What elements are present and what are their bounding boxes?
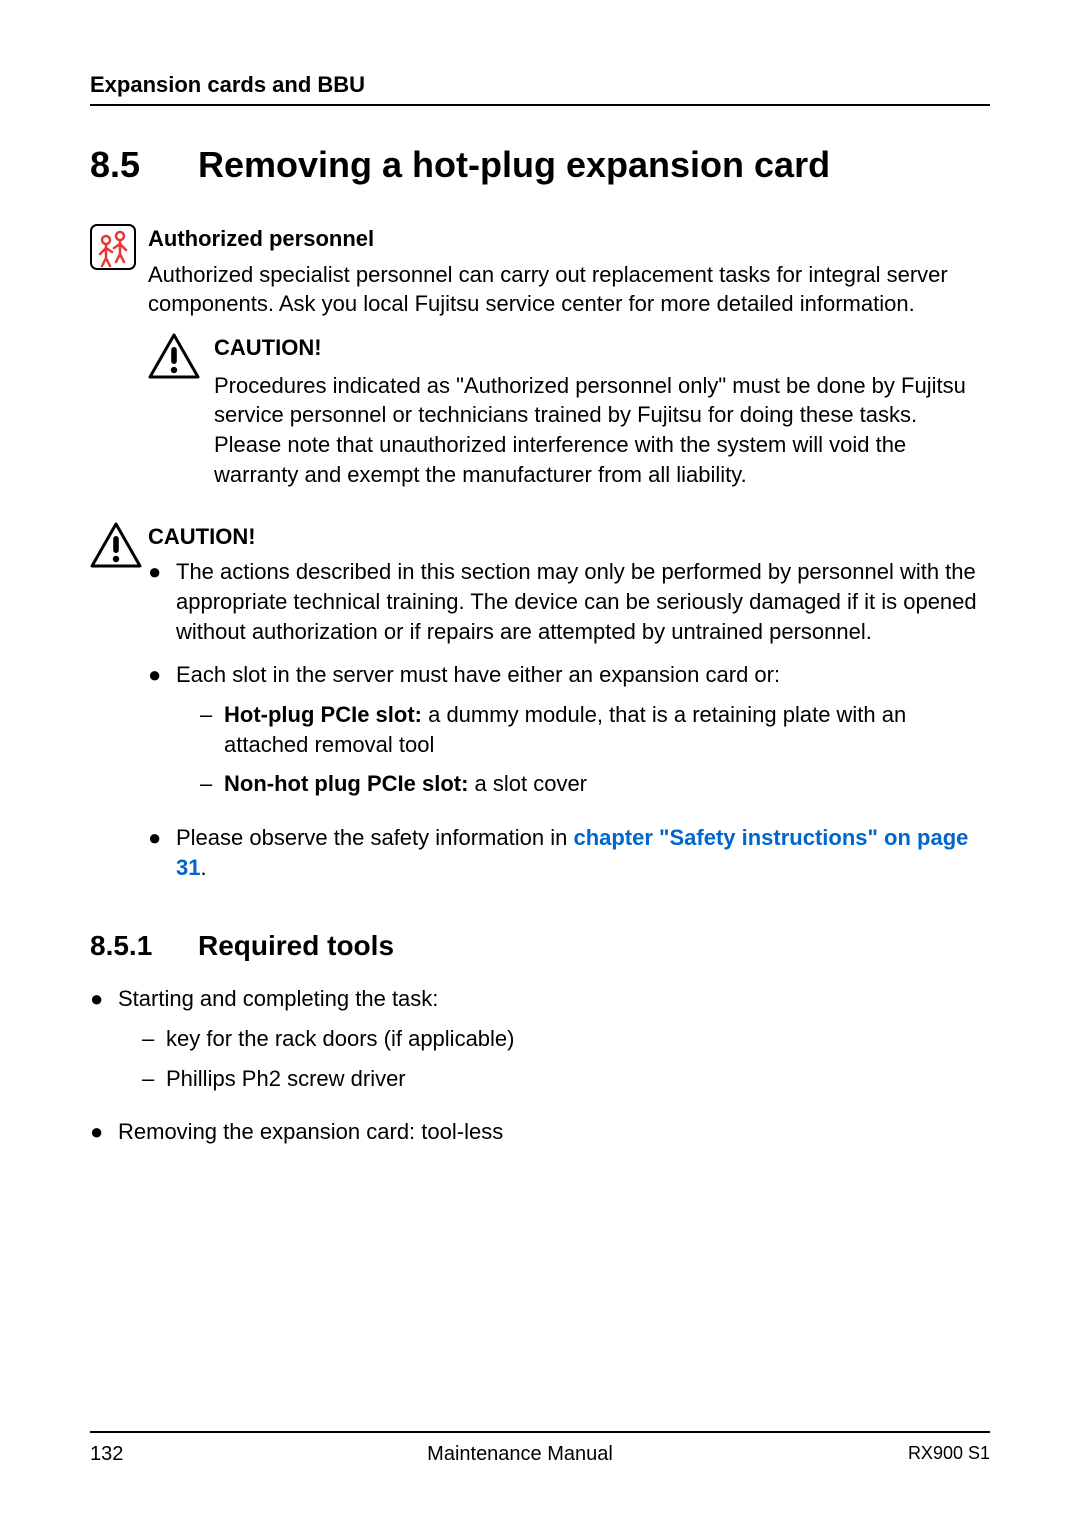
dash-text: Non-hot plug PCIe slot: a slot cover bbox=[224, 769, 990, 799]
page-container: Expansion cards and BBU 8.5 Removing a h… bbox=[0, 0, 1080, 1526]
tools-list: ● Starting and completing the task: – ke… bbox=[90, 984, 990, 1147]
caution-body-2: CAUTION! ● The actions described in this… bbox=[148, 522, 990, 897]
authorized-heading: Authorized personnel bbox=[148, 224, 990, 254]
dash-2-bold: Non-hot plug PCIe slot: bbox=[224, 771, 468, 796]
footer-right: RX900 S1 bbox=[830, 1443, 990, 1466]
bullet-3-pre: Please observe the safety information in bbox=[176, 825, 573, 850]
caution-label-2: CAUTION! bbox=[148, 522, 990, 552]
dash-icon: – bbox=[142, 1064, 166, 1094]
page-number: 132 bbox=[90, 1443, 210, 1466]
authorized-body: Authorized personnel Authorized speciali… bbox=[148, 224, 990, 504]
footer: 132 Maintenance Manual RX900 S1 bbox=[90, 1431, 990, 1466]
top-rule bbox=[90, 104, 990, 106]
dash-item: – Phillips Ph2 screw driver bbox=[142, 1064, 990, 1094]
caution-block-2: CAUTION! ● The actions described in this… bbox=[90, 522, 990, 897]
nested-caution-body: CAUTION! Procedures indicated as "Author… bbox=[214, 333, 990, 503]
dash-item: – Hot-plug PCIe slot: a dummy module, th… bbox=[200, 700, 990, 759]
personnel-icon bbox=[90, 224, 148, 504]
authorized-text: Authorized specialist personnel can carr… bbox=[148, 260, 990, 319]
footer-center: Maintenance Manual bbox=[210, 1443, 830, 1466]
dash-text: key for the rack doors (if applicable) bbox=[166, 1024, 990, 1054]
bullet-dot-icon: ● bbox=[148, 660, 176, 809]
dash-text: Phillips Ph2 screw driver bbox=[166, 1064, 990, 1094]
subsection-title-text: Required tools bbox=[198, 930, 394, 962]
dash-icon: – bbox=[142, 1024, 166, 1054]
bullet-2-text: Each slot in the server must have either… bbox=[176, 662, 780, 687]
subsection-title: 8.5.1 Required tools bbox=[90, 930, 990, 962]
dash-icon: – bbox=[200, 700, 224, 759]
bullet-text: The actions described in this section ma… bbox=[176, 557, 990, 646]
bullet-dot-icon: ● bbox=[148, 823, 176, 882]
bullet-text: Please observe the safety information in… bbox=[176, 823, 990, 882]
bullet-dot-icon: ● bbox=[90, 1117, 118, 1147]
section-title: 8.5 Removing a hot-plug expansion card bbox=[90, 144, 990, 186]
running-header: Expansion cards and BBU bbox=[90, 72, 990, 98]
dash-list: – Hot-plug PCIe slot: a dummy module, th… bbox=[176, 700, 990, 799]
bullet-item: ● Starting and completing the task: – ke… bbox=[90, 984, 990, 1103]
authorized-block: Authorized personnel Authorized speciali… bbox=[90, 224, 990, 504]
bottom-rule bbox=[90, 1431, 990, 1433]
bullet-text: Starting and completing the task: – key … bbox=[118, 984, 990, 1103]
caution-bullet-list: ● The actions described in this section … bbox=[148, 557, 990, 882]
caution-icon bbox=[148, 333, 214, 503]
bullet-item: ● The actions described in this section … bbox=[148, 557, 990, 646]
section-title-text: Removing a hot-plug expansion card bbox=[198, 144, 830, 186]
dash-list: – key for the rack doors (if applicable)… bbox=[118, 1024, 990, 1093]
caution-label-1: CAUTION! bbox=[214, 333, 990, 363]
section-number: 8.5 bbox=[90, 144, 198, 186]
caution-icon bbox=[90, 522, 148, 897]
bullet-item: ● Each slot in the server must have eith… bbox=[148, 660, 990, 809]
dash-2-rest: a slot cover bbox=[468, 771, 587, 796]
subsection-number: 8.5.1 bbox=[90, 930, 198, 962]
caution-text-1: Procedures indicated as "Authorized pers… bbox=[214, 371, 990, 490]
dash-text: Hot-plug PCIe slot: a dummy module, that… bbox=[224, 700, 990, 759]
tools-b1: Starting and completing the task: bbox=[118, 986, 438, 1011]
bullet-dot-icon: ● bbox=[148, 557, 176, 646]
bullet-item: ● Removing the expansion card: tool-less bbox=[90, 1117, 990, 1147]
dash-1-bold: Hot-plug PCIe slot: bbox=[224, 702, 422, 727]
dash-item: – Non-hot plug PCIe slot: a slot cover bbox=[200, 769, 990, 799]
nested-caution-block: CAUTION! Procedures indicated as "Author… bbox=[148, 333, 990, 503]
bullet-3-post: . bbox=[200, 855, 206, 880]
bullet-text: Removing the expansion card: tool-less bbox=[118, 1117, 990, 1147]
dash-item: – key for the rack doors (if applicable) bbox=[142, 1024, 990, 1054]
bullet-text: Each slot in the server must have either… bbox=[176, 660, 990, 809]
bullet-item: ● Please observe the safety information … bbox=[148, 823, 990, 882]
footer-row: 132 Maintenance Manual RX900 S1 bbox=[90, 1443, 990, 1466]
dash-icon: – bbox=[200, 769, 224, 799]
bullet-dot-icon: ● bbox=[90, 984, 118, 1103]
